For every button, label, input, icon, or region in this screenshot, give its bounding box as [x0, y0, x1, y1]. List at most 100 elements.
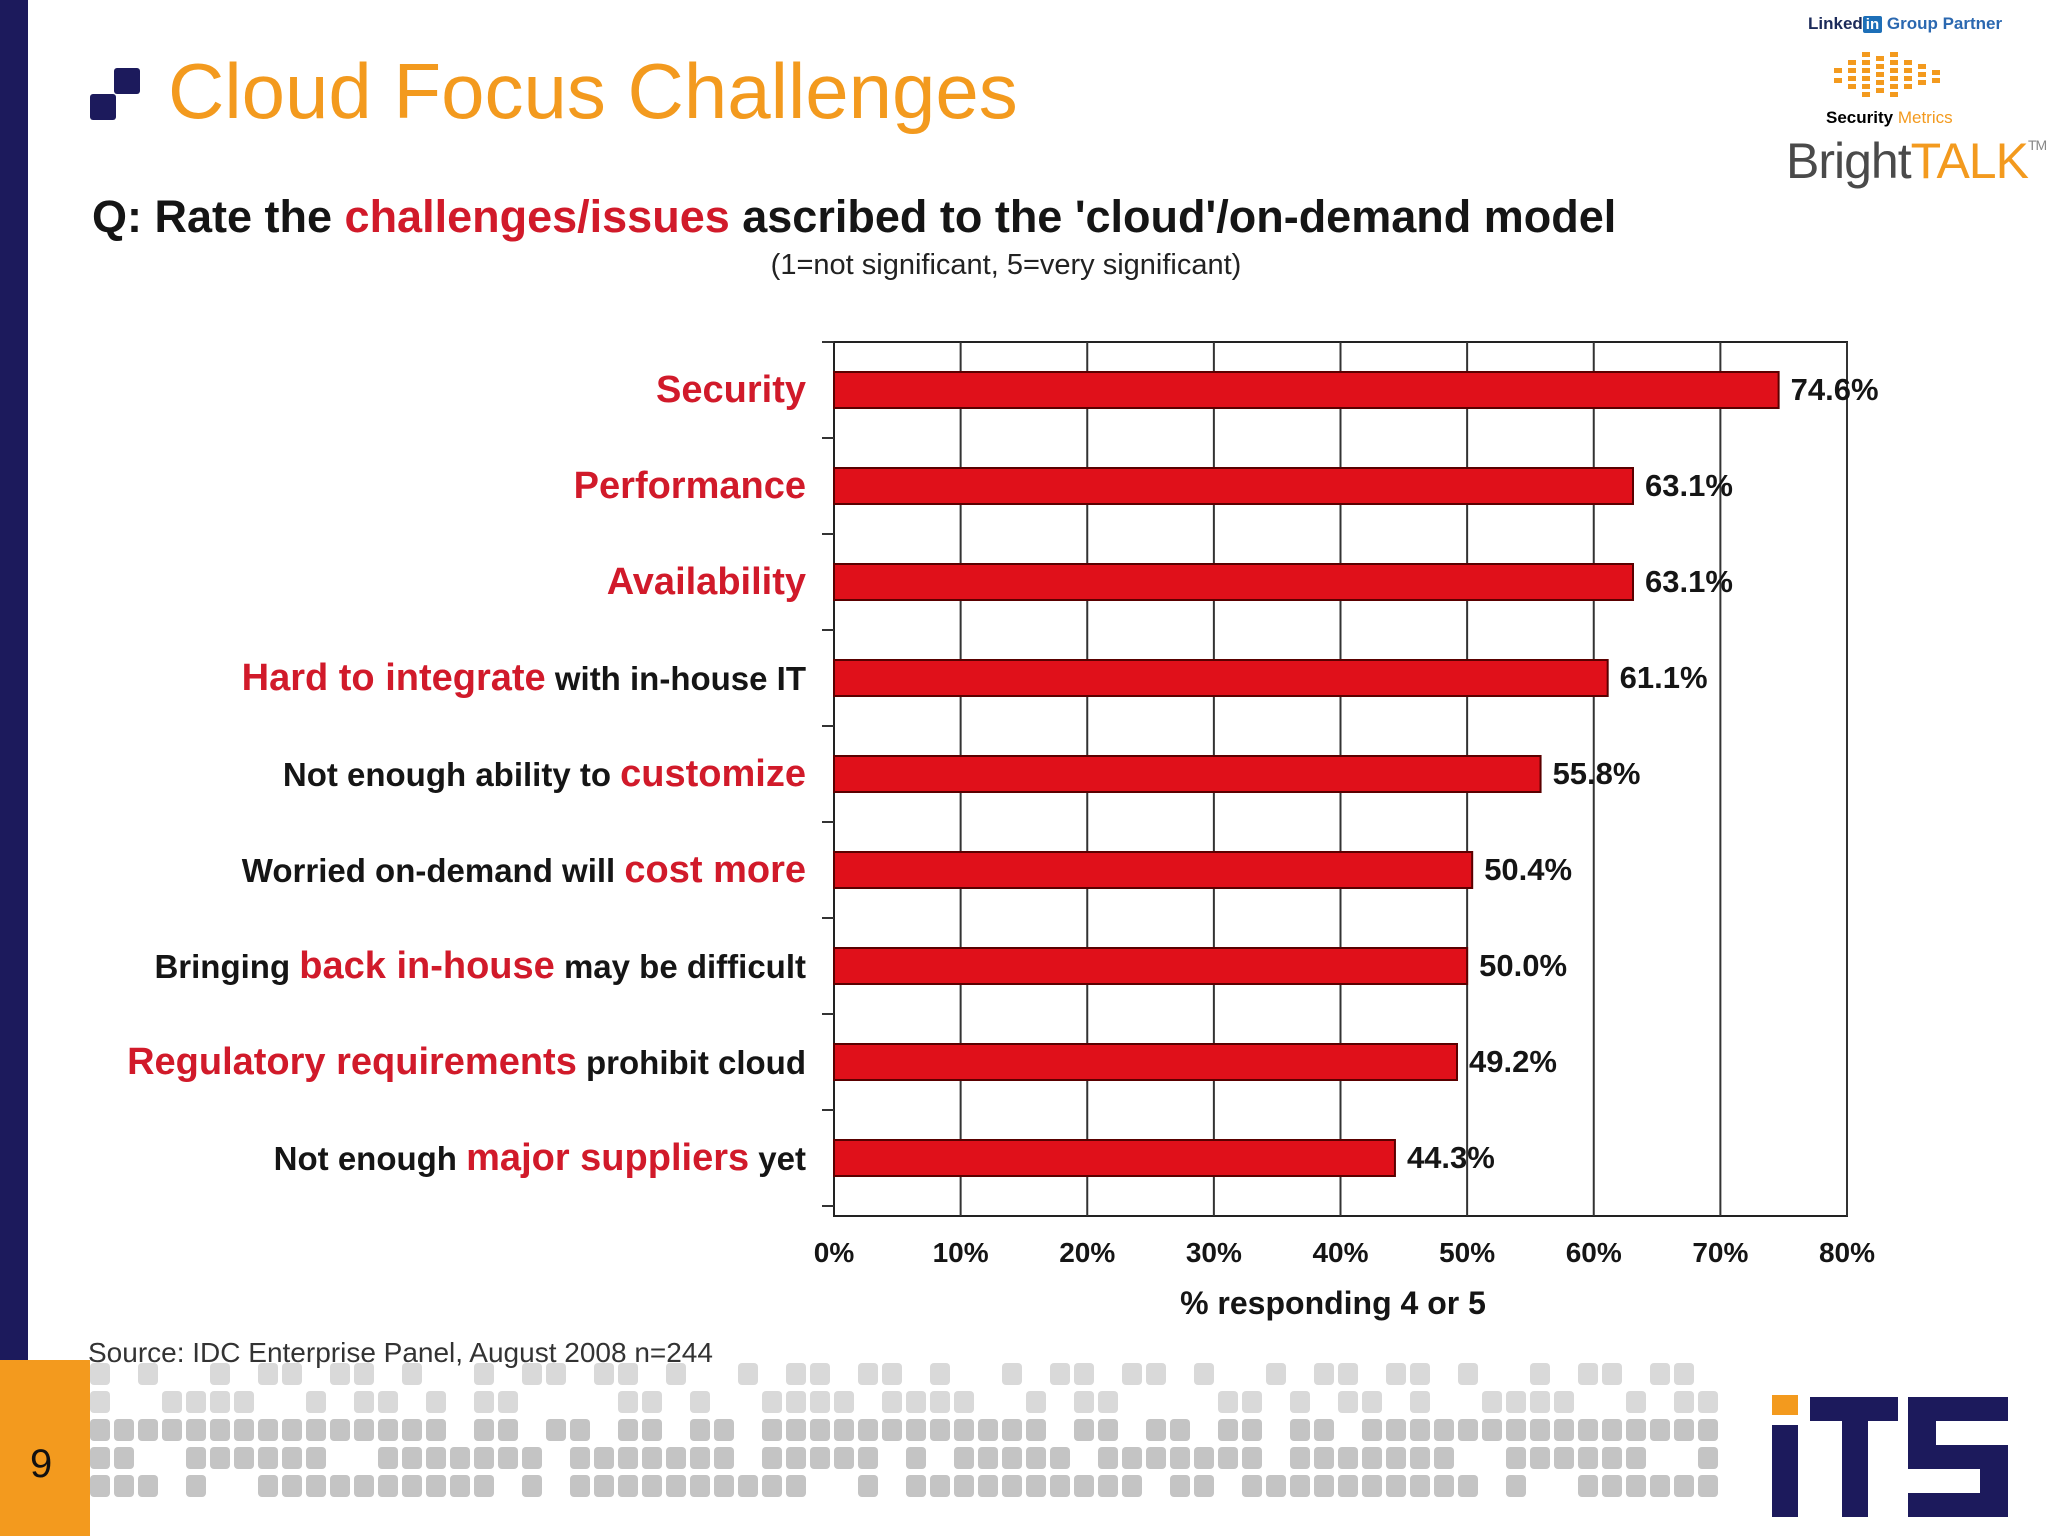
- pattern-block: [858, 1447, 878, 1469]
- pattern-block: [1194, 1447, 1214, 1469]
- pattern-block: [1002, 1447, 1022, 1469]
- pattern-block: [1170, 1475, 1190, 1497]
- pattern-block: [594, 1363, 614, 1385]
- value-label: 44.3%: [1407, 1140, 1495, 1175]
- pattern-block: [762, 1447, 782, 1469]
- category-label-part: Not enough ability to: [283, 756, 620, 793]
- pattern-block: [90, 1391, 110, 1413]
- scale-note: (1=not significant, 5=very significant): [771, 249, 1242, 281]
- pattern-block: [1098, 1475, 1118, 1497]
- question-text: Q: Rate the challenges/issues ascribed t…: [92, 191, 1616, 242]
- category-label-part: Availability: [607, 561, 806, 603]
- pattern-block: [1290, 1391, 1310, 1413]
- category-label-part: cost more: [624, 849, 806, 891]
- pattern-block: [930, 1391, 950, 1413]
- pattern-block: [354, 1419, 374, 1441]
- category-label-part: Bringing: [154, 948, 299, 985]
- pattern-block: [114, 1475, 134, 1497]
- pattern-block: [690, 1419, 710, 1441]
- pattern-block: [1242, 1419, 1262, 1441]
- page-number-box: [0, 1360, 90, 1536]
- pattern-block: [330, 1419, 350, 1441]
- pattern-block: [1314, 1419, 1334, 1441]
- linkedin-suffix: Group Partner: [1886, 14, 2003, 33]
- pattern-block: [426, 1419, 446, 1441]
- pattern-block: [1026, 1391, 1046, 1413]
- pattern-block: [1026, 1419, 1046, 1441]
- pattern-block: [114, 1419, 134, 1441]
- pattern-block: [402, 1447, 422, 1469]
- pattern-block: [1698, 1391, 1718, 1413]
- category-label: Performance: [574, 465, 806, 507]
- pattern-block: [786, 1475, 806, 1497]
- pattern-block: [1386, 1475, 1406, 1497]
- pattern-block: [282, 1419, 302, 1441]
- category-label-part: back in-house: [299, 945, 555, 987]
- pattern-block: [354, 1475, 374, 1497]
- pattern-block: [282, 1363, 302, 1385]
- pattern-block: [1338, 1363, 1358, 1385]
- pattern-block: [834, 1447, 854, 1469]
- pattern-block: [1218, 1391, 1238, 1413]
- pattern-block: [882, 1363, 902, 1385]
- value-label: 63.1%: [1645, 564, 1733, 599]
- pattern-block: [306, 1475, 326, 1497]
- pattern-block: [1554, 1391, 1574, 1413]
- pattern-block: [1698, 1447, 1718, 1469]
- pattern-block: [1074, 1391, 1094, 1413]
- pattern-block: [618, 1363, 638, 1385]
- pattern-block: [90, 1419, 110, 1441]
- pattern-block: [1602, 1363, 1622, 1385]
- pattern-block: [1170, 1419, 1190, 1441]
- pattern-block: [1290, 1475, 1310, 1497]
- pattern-block: [282, 1447, 302, 1469]
- pattern-block: [1098, 1419, 1118, 1441]
- pattern-block: [1314, 1447, 1334, 1469]
- pattern-block: [906, 1447, 926, 1469]
- pattern-block: [114, 1447, 134, 1469]
- pattern-block: [1026, 1447, 1046, 1469]
- pattern-block: [306, 1419, 326, 1441]
- pattern-block: [90, 1475, 110, 1497]
- pattern-block: [1122, 1363, 1142, 1385]
- pattern-block: [426, 1475, 446, 1497]
- question-highlight: challenges/issues: [345, 191, 730, 242]
- its-logo: [1772, 1395, 2008, 1517]
- pattern-block: [858, 1363, 878, 1385]
- brighttalk-b: TALK: [1910, 133, 2029, 189]
- pattern-block: [1122, 1475, 1142, 1497]
- partner-logos: Linked in Group Partner Security Metrics …: [1780, 8, 2047, 189]
- pattern-block: [1218, 1419, 1238, 1441]
- pattern-block: [714, 1475, 734, 1497]
- pattern-block: [834, 1419, 854, 1441]
- source-note: Source: IDC Enterprise Panel, August 200…: [88, 1337, 713, 1368]
- category-label-part: may be difficult: [555, 948, 806, 985]
- pattern-block: [1674, 1475, 1694, 1497]
- pattern-block: [570, 1419, 590, 1441]
- pattern-block: [1362, 1391, 1382, 1413]
- pattern-block: [138, 1419, 158, 1441]
- pattern-block: [810, 1391, 830, 1413]
- pattern-block: [1146, 1419, 1166, 1441]
- pattern-block: [1362, 1419, 1382, 1441]
- pattern-block: [234, 1447, 254, 1469]
- pattern-block: [210, 1447, 230, 1469]
- pattern-block: [810, 1419, 830, 1441]
- pattern-block: [906, 1419, 926, 1441]
- pattern-block: [282, 1475, 302, 1497]
- pattern-block: [1290, 1447, 1310, 1469]
- x-tick-label: 50%: [1439, 1237, 1495, 1268]
- pattern-block: [210, 1391, 230, 1413]
- pattern-block: [834, 1391, 854, 1413]
- pattern-block: [1554, 1419, 1574, 1441]
- category-label-part: Security: [656, 369, 806, 411]
- bar: [833, 659, 1609, 697]
- security-metrics-wordmark: Security Metrics: [1826, 108, 1953, 128]
- question-suffix: ascribed to the 'cloud'/on-demand model: [730, 191, 1617, 242]
- x-tick-label: 30%: [1186, 1237, 1242, 1268]
- pattern-block: [786, 1419, 806, 1441]
- category-label: Not enough major suppliers yet: [274, 1137, 806, 1179]
- pattern-block: [1506, 1447, 1526, 1469]
